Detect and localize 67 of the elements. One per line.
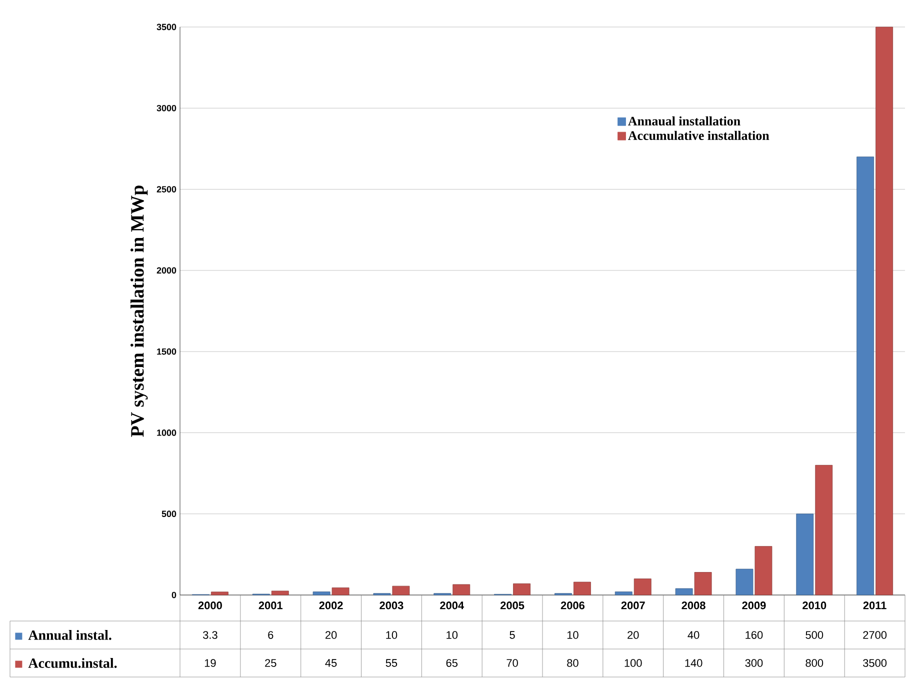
x-tick-label: 2004 (440, 602, 464, 610)
y-tick-label: 2500 (156, 186, 176, 192)
bar (736, 568, 754, 596)
x-tick-label: 2009 (742, 602, 766, 610)
bar (392, 586, 410, 596)
bar (856, 156, 874, 596)
y-tick-label: 1500 (157, 348, 176, 355)
bar (312, 592, 330, 596)
data-label: 3500 (863, 659, 887, 667)
x-tick-label: 2001 (258, 602, 282, 610)
x-tick-label: 2007 (621, 602, 645, 610)
data-label: 100 (624, 659, 642, 667)
data-label: 55 (386, 659, 398, 667)
y-tick-label: 2000 (156, 267, 176, 274)
data-label: 19 (204, 659, 216, 667)
data-label: 25 (265, 659, 276, 667)
bar (815, 464, 833, 596)
bar (675, 588, 693, 596)
y-tick-label: 3500 (156, 24, 176, 30)
y-tick-label: 500 (162, 510, 176, 518)
data-label: 800 (806, 659, 824, 667)
data-label: 20 (628, 631, 639, 639)
bar (876, 26, 893, 596)
bar (614, 592, 632, 596)
data-label: 10 (567, 631, 578, 639)
data-label: 65 (446, 659, 458, 667)
x-tick-label: 2005 (500, 602, 524, 610)
x-tick-label: 2006 (560, 602, 585, 610)
data-label: 140 (685, 659, 702, 667)
bar (754, 546, 772, 596)
data-label: 2700 (863, 631, 887, 639)
data-label: 10 (446, 631, 458, 639)
data-label: 6 (268, 631, 274, 639)
text: Accumu.instal. (28, 658, 117, 668)
data-label: 10 (386, 631, 398, 639)
data-label: 3.3 (203, 631, 218, 639)
y-axis-title: PV system installation in MWp (130, 186, 148, 437)
bar (513, 583, 530, 596)
bar (796, 514, 814, 596)
bar (452, 584, 470, 596)
text: Annual instal. (28, 630, 112, 640)
bar (694, 572, 712, 596)
x-tick-label: 2008 (682, 602, 706, 610)
y-tick-label: 3000 (156, 104, 176, 112)
y-tick-label: 0 (172, 592, 176, 598)
bar (211, 592, 228, 596)
x-tick-label: 2010 (802, 602, 826, 610)
bar (574, 582, 591, 596)
data-label: 5 (510, 631, 515, 639)
data-label: 160 (746, 631, 763, 639)
x-tick-label: 2011 (863, 602, 886, 610)
x-tick-label: 2000 (198, 602, 222, 610)
x-tick-label: 2002 (319, 602, 343, 610)
data-label: 40 (688, 631, 700, 639)
bar (271, 590, 289, 596)
data-label: 20 (325, 631, 337, 639)
x-tick-label: 2003 (380, 602, 404, 610)
bar (332, 587, 350, 596)
legend-label: Annaual installation (628, 116, 740, 126)
data-label: 45 (325, 659, 337, 667)
y-tick-label: 1000 (157, 430, 176, 436)
data-label: 500 (806, 631, 824, 639)
bar (634, 578, 652, 596)
data-label: 300 (745, 659, 763, 667)
legend-label: Accumulative installation (628, 130, 770, 140)
data-label: 70 (506, 659, 518, 667)
data-label: 80 (567, 659, 578, 667)
